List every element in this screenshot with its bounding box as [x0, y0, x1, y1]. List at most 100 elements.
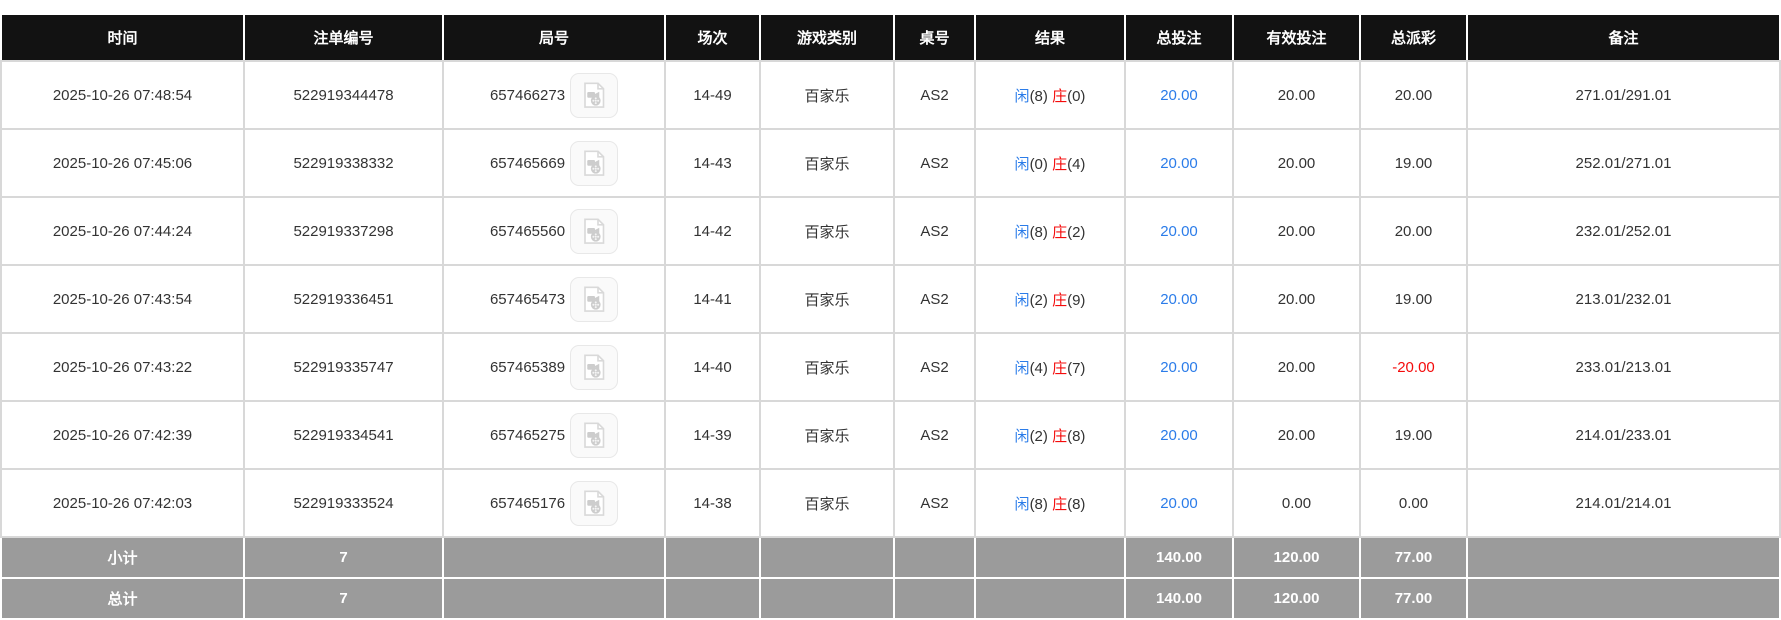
- banker-result-label: 庄: [1052, 495, 1068, 513]
- table-no-cell: AS2: [893, 196, 976, 266]
- banker-result-label: 庄: [1052, 223, 1068, 241]
- round-number: 657466273: [489, 86, 566, 104]
- bet-id-cell: 522919336451: [243, 264, 444, 334]
- result-cell: 闲(0) 庄(4): [974, 128, 1126, 198]
- round-group: 657465473: [445, 276, 663, 322]
- valid-bet-cell: 0.00: [1232, 468, 1361, 538]
- video-replay-icon[interactable]: [570, 72, 619, 118]
- video-replay-icon[interactable]: [570, 276, 619, 322]
- remark-cell: 213.01/232.01: [1466, 264, 1781, 334]
- remark-cell: 214.01/233.01: [1466, 400, 1781, 470]
- round-number: 657465669: [489, 154, 566, 172]
- banker-result-score: (8): [1067, 427, 1086, 445]
- time-cell: 2025-10-26 07:42:03: [0, 468, 245, 538]
- video-replay-icon[interactable]: [570, 344, 619, 390]
- game-type-cell: 百家乐: [759, 400, 895, 470]
- session-cell: 14-42: [664, 196, 761, 266]
- footer-valid-bet: 120.00: [1232, 536, 1361, 579]
- col-header-table-no: 桌号: [893, 13, 976, 62]
- footer-label: 小计: [0, 536, 245, 579]
- round-cell: 657465560: [442, 196, 666, 266]
- table-row: 2025-10-26 07:44:24 522919337298 657465560…: [0, 196, 1781, 266]
- table-no-cell: AS2: [893, 400, 976, 470]
- col-header-round-no: 局号: [442, 13, 666, 62]
- player-result-label: 闲: [1014, 87, 1030, 105]
- result-cell: 闲(2) 庄(9): [974, 264, 1126, 334]
- session-cell: 14-43: [664, 128, 761, 198]
- valid-bet-cell: 20.00: [1232, 264, 1361, 334]
- footer-empty-remark: [1466, 536, 1781, 579]
- remark-cell: 232.01/252.01: [1466, 196, 1781, 266]
- player-result-label: 闲: [1014, 495, 1030, 513]
- time-cell: 2025-10-26 07:43:22: [0, 332, 245, 402]
- game-type-cell: 百家乐: [759, 264, 895, 334]
- total-payout-cell: 19.00: [1359, 400, 1468, 470]
- valid-bet-cell: 20.00: [1232, 332, 1361, 402]
- session-cell: 14-40: [664, 332, 761, 402]
- total-bet-cell: 20.00: [1124, 196, 1234, 266]
- footer-bet-count: 7: [243, 536, 444, 579]
- footer-empty-result: [974, 536, 1126, 579]
- col-header-bet-id: 注单编号: [243, 13, 444, 62]
- round-group: 657466273: [445, 72, 663, 118]
- bet-id-cell: 522919335747: [243, 332, 444, 402]
- footer-total-bet: 140.00: [1124, 536, 1234, 579]
- round-cell: 657465176: [442, 468, 666, 538]
- banker-result-score: (9): [1067, 291, 1086, 309]
- footer-empty-remark: [1466, 577, 1781, 620]
- total-payout-cell: 19.00: [1359, 128, 1468, 198]
- video-replay-icon[interactable]: [570, 208, 619, 254]
- table-row: 2025-10-26 07:43:54 522919336451 657465473…: [0, 264, 1781, 334]
- valid-bet-cell: 20.00: [1232, 128, 1361, 198]
- table-no-cell: AS2: [893, 468, 976, 538]
- banker-result-score: (8): [1067, 495, 1086, 513]
- col-header-game-type: 游戏类别: [759, 13, 895, 62]
- footer-total-payout: 77.00: [1359, 577, 1468, 620]
- col-header-remark: 备注: [1466, 13, 1781, 62]
- round-number: 657465275: [489, 426, 566, 444]
- player-result-score: (4): [1029, 359, 1048, 377]
- player-result-score: (8): [1029, 223, 1048, 241]
- result-cell: 闲(8) 庄(0): [974, 60, 1126, 130]
- round-group: 657465389: [445, 344, 663, 390]
- footer-valid-bet: 120.00: [1232, 577, 1361, 620]
- round-group: 657465176: [445, 480, 663, 526]
- total-bet-cell: 20.00: [1124, 400, 1234, 470]
- session-cell: 14-39: [664, 400, 761, 470]
- time-cell: 2025-10-26 07:48:54: [0, 60, 245, 130]
- video-replay-icon[interactable]: [570, 412, 619, 458]
- table-no-cell: AS2: [893, 60, 976, 130]
- bet-records-table: 时间 注单编号 局号 场次 游戏类别 桌号 结果 总投注 有效投注 总派彩 备注…: [0, 13, 1781, 620]
- total-payout-cell: 0.00: [1359, 468, 1468, 538]
- video-replay-icon[interactable]: [570, 140, 619, 186]
- total-payout-cell: 19.00: [1359, 264, 1468, 334]
- header-row: 时间 注单编号 局号 场次 游戏类别 桌号 结果 总投注 有效投注 总派彩 备注: [0, 13, 1781, 62]
- banker-result-label: 庄: [1052, 359, 1068, 377]
- footer-empty-result: [974, 577, 1126, 620]
- player-result-score: (2): [1029, 291, 1048, 309]
- player-result-score: (8): [1029, 495, 1048, 513]
- player-result-label: 闲: [1014, 223, 1030, 241]
- round-number: 657465473: [489, 290, 566, 308]
- table-row: 2025-10-26 07:42:03 522919333524 657465176…: [0, 468, 1781, 538]
- player-result-label: 闲: [1014, 359, 1030, 377]
- banker-result-label: 庄: [1052, 155, 1068, 173]
- banker-result-label: 庄: [1052, 87, 1068, 105]
- video-replay-icon[interactable]: [570, 480, 619, 526]
- footer-empty-game: [759, 577, 895, 620]
- table-no-cell: AS2: [893, 128, 976, 198]
- round-cell: 657465473: [442, 264, 666, 334]
- result-cell: 闲(4) 庄(7): [974, 332, 1126, 402]
- table-footer: 小计 7 140.00 120.00 77.00 总计 7 140.00 120.00 77.00: [0, 536, 1781, 620]
- subtotal-row: 小计 7 140.00 120.00 77.00: [0, 536, 1781, 579]
- player-result-label: 闲: [1014, 291, 1030, 309]
- remark-cell: 214.01/214.01: [1466, 468, 1781, 538]
- table-no-cell: AS2: [893, 332, 976, 402]
- total-bet-cell: 20.00: [1124, 264, 1234, 334]
- footer-empty-game: [759, 536, 895, 579]
- banker-result-score: (0): [1067, 87, 1086, 105]
- valid-bet-cell: 20.00: [1232, 196, 1361, 266]
- col-header-time: 时间: [0, 13, 245, 62]
- footer-total-payout: 77.00: [1359, 536, 1468, 579]
- table-header: 时间 注单编号 局号 场次 游戏类别 桌号 结果 总投注 有效投注 总派彩 备注: [0, 13, 1781, 62]
